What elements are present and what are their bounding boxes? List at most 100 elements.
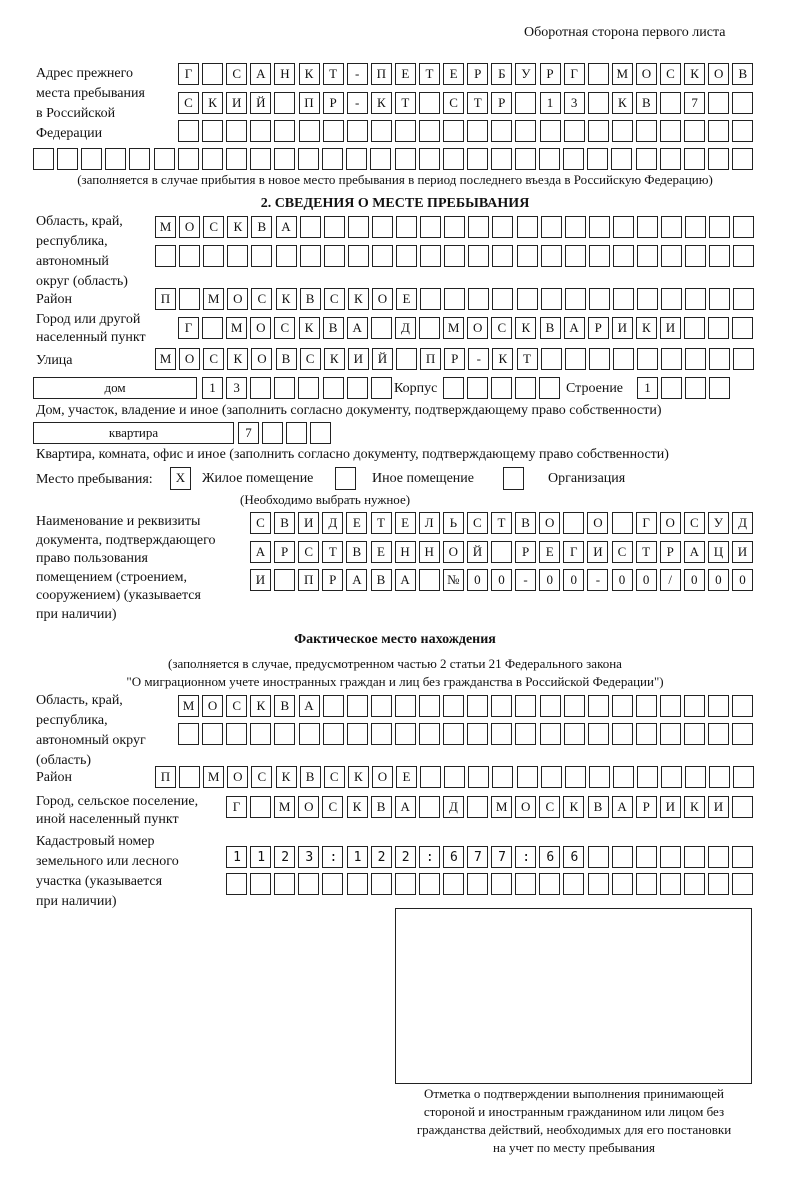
region-row2-cell[interactable]: [588, 245, 610, 267]
prev-address-row1-cell[interactable]: [587, 63, 609, 85]
cadastral-row1-cell[interactable]: [611, 846, 633, 868]
document-row2-cell[interactable]: Н: [418, 541, 440, 563]
document-row3-cell[interactable]: А: [394, 569, 416, 591]
actual-city-cell[interactable]: [418, 796, 440, 818]
document-row3-cell[interactable]: [274, 569, 296, 591]
actual-district-cell[interactable]: С: [251, 766, 273, 788]
prev-address-row4-cell[interactable]: [731, 148, 753, 170]
prev-address-row2-cell[interactable]: [419, 92, 440, 114]
region-row2-cell[interactable]: [492, 245, 514, 267]
prev-address-row2-cell[interactable]: [274, 92, 296, 114]
region-row2-cell[interactable]: [685, 245, 707, 267]
document-row3-cell[interactable]: /: [659, 569, 681, 591]
document-row1-cell[interactable]: Ь: [442, 512, 464, 534]
region-row1-cell[interactable]: [540, 216, 562, 238]
document-row3-cell[interactable]: Р: [322, 569, 344, 591]
cadastral-row2-cell[interactable]: [563, 873, 585, 895]
cadastral-row2-cell[interactable]: [587, 873, 609, 895]
korpus-cell[interactable]: [539, 377, 561, 399]
district-cell[interactable]: [492, 288, 514, 310]
prev-address-row4-cell[interactable]: [659, 148, 681, 170]
actual-region-row2-cell[interactable]: [660, 723, 681, 745]
document-row3-cell[interactable]: 0: [732, 569, 753, 591]
region-row2-cell[interactable]: [661, 245, 683, 267]
document-row2-cell[interactable]: Е: [539, 541, 561, 563]
cadastral-row1-cell[interactable]: [274, 846, 296, 868]
korpus-cell[interactable]: [515, 377, 537, 399]
actual-region-row2-cell[interactable]: [346, 723, 368, 745]
region-row2-cell[interactable]: [371, 245, 393, 267]
district-cell[interactable]: О: [371, 288, 393, 310]
cadastral-row1-cell[interactable]: [418, 846, 440, 868]
prev-address-row3-cell[interactable]: [370, 120, 392, 142]
actual-region-row2-cell[interactable]: [178, 723, 199, 745]
prev-address-row2-cell[interactable]: [660, 92, 681, 114]
cadastral-row2-cell[interactable]: [491, 873, 513, 895]
prev-address-row3-cell[interactable]: [394, 120, 416, 142]
actual-city-cell[interactable]: О: [298, 796, 320, 818]
cadastral-row2-cell[interactable]: [659, 873, 681, 895]
actual-district-cell[interactable]: С: [323, 766, 345, 788]
document-row2-cell[interactable]: А: [683, 541, 705, 563]
document-row2-cell[interactable]: И: [732, 541, 753, 563]
actual-region-row2-cell[interactable]: [708, 723, 730, 745]
city-cell[interactable]: [684, 317, 706, 339]
actual-city-cell[interactable]: В: [587, 796, 609, 818]
prev-address-row4-cell[interactable]: [394, 148, 416, 170]
prev-address-row1-cell[interactable]: К: [684, 63, 706, 85]
region-row2-cell[interactable]: [155, 245, 176, 267]
prev-address-row4-cell[interactable]: [225, 148, 247, 170]
document-row3-cell[interactable]: 0: [563, 569, 585, 591]
district-cell[interactable]: [637, 288, 658, 310]
district-cell[interactable]: [733, 288, 755, 310]
actual-district-cell[interactable]: [420, 766, 442, 788]
prev-address-row3-cell[interactable]: [250, 120, 272, 142]
prev-address-row3-cell[interactable]: [202, 120, 224, 142]
prev-address-row4-cell[interactable]: [177, 148, 199, 170]
prev-address-row3-cell[interactable]: [708, 120, 730, 142]
cadastral-row1-cell[interactable]: [515, 846, 537, 868]
document-row3-cell[interactable]: -: [515, 569, 537, 591]
prev-address-row2-cell[interactable]: Р: [491, 92, 513, 114]
actual-city-cell[interactable]: А: [611, 796, 633, 818]
document-row1-cell[interactable]: В: [515, 512, 537, 534]
region-row1-cell[interactable]: О: [179, 216, 201, 238]
actual-district-cell[interactable]: [492, 766, 514, 788]
city-cell[interactable]: [202, 317, 224, 339]
cadastral-row1-cell[interactable]: [708, 846, 729, 868]
city-cell[interactable]: А: [346, 317, 368, 339]
prev-address-row2-cell[interactable]: И: [226, 92, 248, 114]
city-cell[interactable]: [370, 317, 392, 339]
building-cell[interactable]: [661, 377, 683, 399]
prev-address-row4-cell[interactable]: [587, 148, 609, 170]
prev-address-row1-cell[interactable]: Р: [467, 63, 489, 85]
actual-region-row1-cell[interactable]: [467, 695, 489, 717]
prev-address-row4-cell[interactable]: [563, 148, 585, 170]
cadastral-row2-cell[interactable]: [515, 873, 537, 895]
actual-region-row2-cell[interactable]: [467, 723, 489, 745]
prev-address-row2-cell[interactable]: В: [635, 92, 657, 114]
actual-region-row1-cell[interactable]: [346, 695, 368, 717]
region-row2-cell[interactable]: [203, 245, 225, 267]
actual-region-row2-cell[interactable]: [491, 723, 513, 745]
actual-city-cell[interactable]: Г: [226, 796, 247, 818]
document-row1-cell[interactable]: [611, 512, 633, 534]
district-cell[interactable]: Е: [396, 288, 417, 310]
document-row1-cell[interactable]: У: [707, 512, 729, 534]
document-row3-cell[interactable]: -: [587, 569, 609, 591]
prev-address-row1-cell[interactable]: О: [635, 63, 657, 85]
cadastral-row2-cell[interactable]: [250, 873, 272, 895]
district-cell[interactable]: В: [299, 288, 321, 310]
document-row1-cell[interactable]: О: [587, 512, 609, 534]
region-row1-cell[interactable]: [468, 216, 490, 238]
prev-address-row3-cell[interactable]: [443, 120, 465, 142]
street-cell[interactable]: О: [179, 348, 201, 370]
document-row3-cell[interactable]: 0: [635, 569, 657, 591]
actual-city-cell[interactable]: К: [346, 796, 368, 818]
region-row2-cell[interactable]: [637, 245, 658, 267]
actual-region-row1-cell[interactable]: [563, 695, 585, 717]
document-row3-cell[interactable]: 0: [611, 569, 633, 591]
city-cell[interactable]: О: [467, 317, 489, 339]
cadastral-row2-cell[interactable]: [394, 873, 416, 895]
prev-address-row3-cell[interactable]: [467, 120, 489, 142]
